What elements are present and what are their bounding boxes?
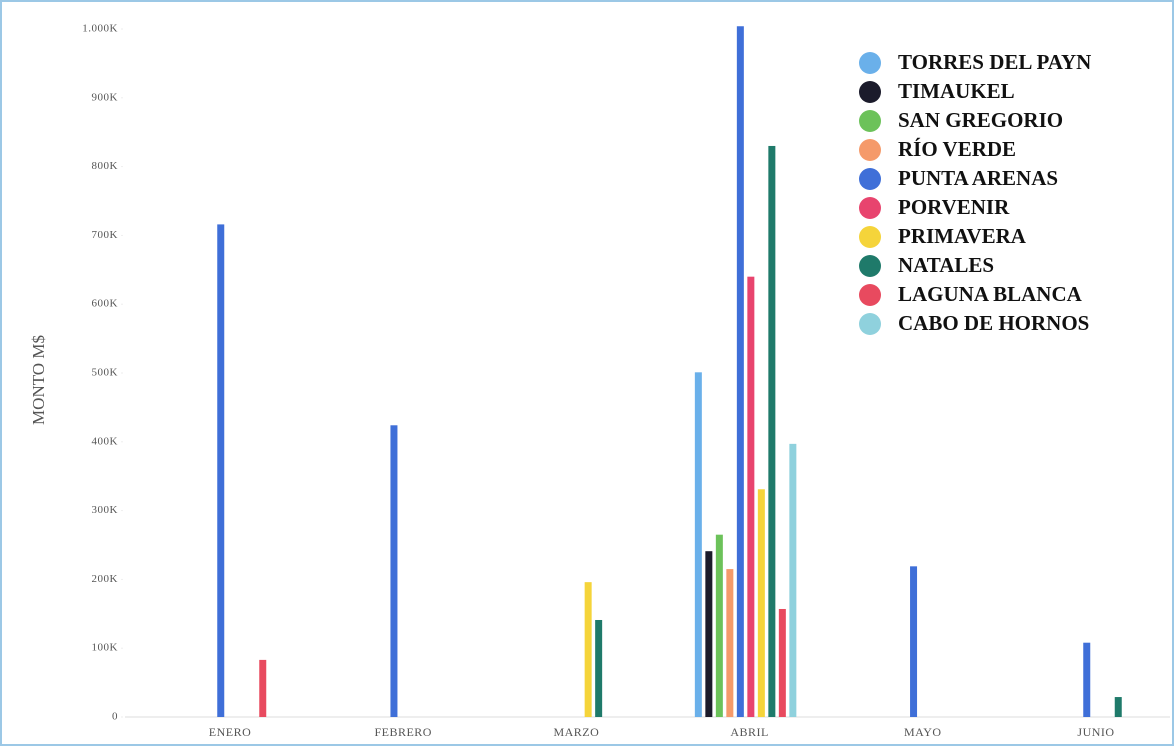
bar	[715, 534, 723, 717]
legend-label: TORRES DEL PAYN	[898, 50, 1091, 74]
legend-marker	[859, 255, 881, 277]
y-tick-label: 1.000K	[82, 23, 118, 35]
legend-label: CABO DE HORNOS	[898, 311, 1089, 335]
legend-marker	[859, 226, 881, 248]
bar	[789, 443, 797, 717]
y-tick-label: 500K	[92, 367, 118, 379]
bar	[1083, 642, 1091, 717]
legend-label: PUNTA ARENAS	[898, 166, 1058, 190]
legend-label: LAGUNA BLANCA	[898, 282, 1083, 306]
y-tick-label: 200K	[92, 573, 118, 585]
y-tick-label: 0	[112, 711, 118, 723]
bar	[217, 224, 225, 717]
legend-label: PRIMAVERA	[898, 224, 1027, 248]
bar	[259, 659, 267, 717]
legend-label: SAN GREGORIO	[898, 108, 1063, 132]
y-tick-label: 600K	[92, 298, 118, 310]
bar	[694, 372, 702, 717]
y-tick-label: 400K	[92, 435, 118, 447]
x-tick-label: MAYO	[904, 725, 942, 739]
legend-marker	[859, 197, 881, 219]
legend-marker	[859, 81, 881, 103]
y-tick-label: 800K	[92, 160, 118, 172]
legend-label: NATALES	[898, 253, 994, 277]
y-tick-label: 100K	[92, 642, 118, 654]
bar	[726, 569, 734, 717]
bar	[736, 26, 744, 718]
bar	[584, 582, 592, 717]
legend-marker	[859, 110, 881, 132]
legend-label: TIMAUKEL	[898, 79, 1015, 103]
bar	[910, 566, 918, 717]
legend-marker	[859, 52, 881, 74]
bar	[747, 276, 755, 717]
y-axis-label: MONTO M$	[29, 335, 48, 425]
y-tick-label: 900K	[92, 91, 118, 103]
y-tick-label: 300K	[92, 504, 118, 516]
legend-label: RÍO VERDE	[898, 137, 1016, 161]
bar	[778, 608, 786, 717]
legend-marker	[859, 139, 881, 161]
legend-marker	[859, 168, 881, 190]
bar	[768, 145, 776, 717]
bar	[1114, 697, 1122, 717]
x-tick-label: FEBRERO	[374, 725, 432, 739]
bar	[595, 619, 603, 717]
y-tick-label: 700K	[92, 229, 118, 241]
x-tick-label: MARZO	[553, 725, 599, 739]
bar	[705, 551, 713, 717]
x-tick-label: ABRIL	[730, 725, 769, 739]
x-tick-label: JUNIO	[1077, 725, 1114, 739]
bar	[390, 425, 398, 717]
legend-marker	[859, 284, 881, 306]
bar	[757, 489, 765, 717]
x-tick-label: ENERO	[209, 725, 252, 739]
legend-label: PORVENIR	[898, 195, 1010, 219]
legend-marker	[859, 313, 881, 335]
